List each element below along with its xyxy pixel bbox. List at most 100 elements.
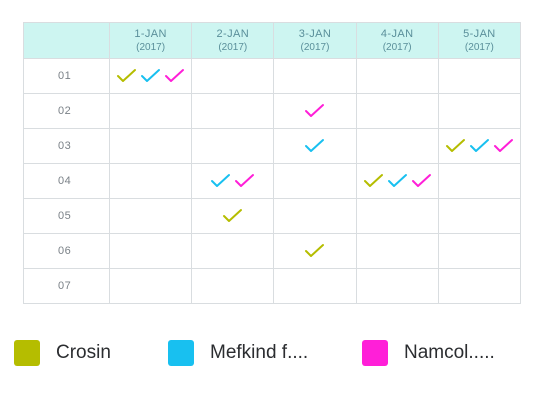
schedule-cell[interactable] [437, 93, 522, 129]
checkmark-group [192, 199, 273, 233]
schedule-cell[interactable] [437, 198, 522, 234]
schedule-cell[interactable] [108, 233, 193, 269]
schedule-cell[interactable] [355, 233, 439, 269]
row-label: 05 [23, 198, 110, 234]
legend-swatch [168, 340, 194, 366]
schedule-cell[interactable] [191, 128, 275, 164]
checkmark-group [274, 129, 355, 163]
date-year: (2017) [136, 41, 166, 53]
row-label: 07 [23, 268, 110, 304]
schedule-cell[interactable] [273, 233, 357, 269]
header-corner [23, 22, 110, 59]
checkmark-icon [363, 174, 383, 187]
row-label: 06 [23, 233, 110, 269]
row-label: 04 [23, 163, 110, 199]
table-row: 01 [23, 58, 522, 94]
schedule-cell[interactable] [108, 58, 193, 94]
date-header-3: 3-JAN (2017) [273, 22, 357, 59]
checkmark-icon [211, 174, 231, 187]
legend-label: Crosin [56, 342, 111, 363]
legend-swatch [362, 340, 388, 366]
date-header-5: 5-JAN (2017) [437, 22, 522, 59]
row-label: 01 [23, 58, 110, 94]
schedule-cell[interactable] [191, 58, 275, 94]
schedule-cell[interactable] [355, 198, 439, 234]
medication-schedule-grid: 1-JAN (2017) 2-JAN (2017) 3-JAN (2017) 4-JA… [23, 22, 522, 304]
checkmark-icon [445, 139, 465, 152]
checkmark-group [357, 164, 438, 198]
schedule-cell[interactable] [108, 163, 193, 199]
schedule-cell[interactable] [355, 163, 439, 199]
checkmark-icon [235, 174, 255, 187]
date-header-4: 4-JAN (2017) [355, 22, 439, 59]
schedule-cell[interactable] [191, 233, 275, 269]
legend-label: Mefkind f.... [210, 342, 309, 363]
table-row: 07 [23, 268, 522, 304]
checkmark-group [110, 59, 191, 93]
date-year: (2017) [218, 41, 248, 53]
schedule-cell[interactable] [191, 198, 275, 234]
checkmark-icon [305, 104, 325, 117]
date-day: 5-JAN [463, 27, 496, 40]
date-day: 3-JAN [298, 27, 332, 40]
table-row: 06 [23, 233, 522, 269]
schedule-cell[interactable] [273, 163, 357, 199]
schedule-cell[interactable] [437, 233, 522, 269]
date-year: (2017) [300, 41, 330, 53]
schedule-cell[interactable] [273, 128, 357, 164]
date-year: (2017) [464, 41, 494, 53]
legend: Crosin Mefkind f.... Namcol..... [0, 333, 546, 373]
schedule-cell[interactable] [355, 58, 439, 94]
checkmark-group [192, 164, 273, 198]
date-day: 1-JAN [134, 27, 167, 40]
date-header-1: 1-JAN (2017) [108, 22, 193, 59]
schedule-cell[interactable] [191, 268, 275, 304]
schedule-cell[interactable] [437, 268, 522, 304]
legend-swatch [14, 340, 40, 366]
schedule-cell[interactable] [191, 93, 275, 129]
schedule-cell[interactable] [437, 163, 522, 199]
checkmark-icon [141, 69, 161, 82]
date-header-2: 2-JAN (2017) [191, 22, 275, 59]
checkmark-icon [411, 174, 431, 187]
schedule-cell[interactable] [355, 268, 439, 304]
date-day: 2-JAN [216, 27, 250, 40]
checkmark-icon [305, 244, 325, 257]
row-label: 02 [23, 93, 110, 129]
schedule-cell[interactable] [437, 128, 522, 164]
date-header-row: 1-JAN (2017) 2-JAN (2017) 3-JAN (2017) 4-JA… [23, 22, 522, 59]
table-row: 05 [23, 198, 522, 234]
schedule-cell[interactable] [355, 128, 439, 164]
checkmark-group [274, 94, 355, 128]
table-row: 04 [23, 163, 522, 199]
checkmark-group [274, 234, 355, 268]
checkmark-icon [165, 69, 185, 82]
checkmark-icon [223, 209, 243, 222]
legend-item-mefkind: Mefkind f.... [168, 333, 308, 373]
checkmark-icon [117, 69, 137, 82]
schedule-cell[interactable] [355, 93, 439, 129]
checkmark-icon [305, 139, 325, 152]
date-day: 4-JAN [380, 27, 414, 40]
schedule-cell[interactable] [437, 58, 522, 94]
schedule-cell[interactable] [273, 198, 357, 234]
schedule-cell[interactable] [108, 128, 193, 164]
legend-item-namcol: Namcol..... [362, 333, 495, 373]
table-row: 02 [23, 93, 522, 129]
schedule-cell[interactable] [191, 163, 275, 199]
schedule-cell[interactable] [273, 58, 357, 94]
date-year: (2017) [382, 41, 412, 53]
checkmark-icon [493, 139, 513, 152]
schedule-cell[interactable] [108, 93, 193, 129]
row-label: 03 [23, 128, 110, 164]
checkmark-group [439, 129, 520, 163]
checkmark-icon [469, 139, 489, 152]
checkmark-icon [387, 174, 407, 187]
legend-item-crosin: Crosin [14, 333, 111, 373]
schedule-cell[interactable] [273, 268, 357, 304]
legend-label: Namcol..... [404, 342, 495, 363]
table-row: 03 [23, 128, 522, 164]
schedule-cell[interactable] [273, 93, 357, 129]
schedule-cell[interactable] [108, 198, 193, 234]
schedule-cell[interactable] [108, 268, 193, 304]
